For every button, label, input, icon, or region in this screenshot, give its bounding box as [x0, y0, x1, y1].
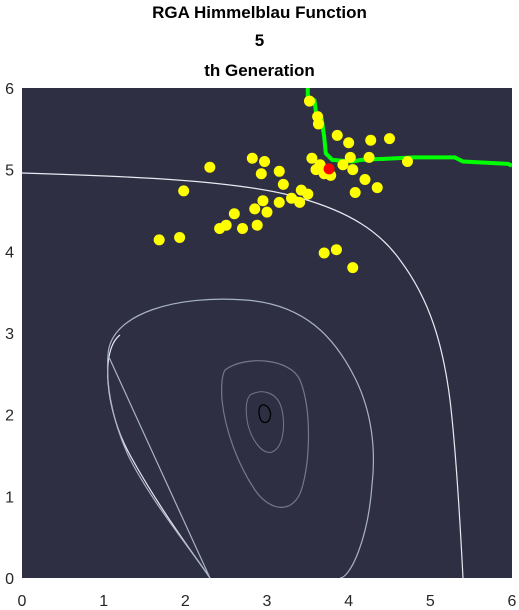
population-point-17: [359, 173, 371, 185]
population-point-19: [349, 187, 361, 199]
population-point-30: [294, 196, 306, 208]
population-point-12: [337, 159, 349, 171]
population-point-34: [261, 206, 273, 218]
contour-mid: [106, 298, 374, 578]
contour-center: [258, 404, 272, 424]
population-point-37: [214, 222, 226, 234]
population-point-13: [344, 151, 356, 163]
y-axis-ticks: 0 1 2 3 4 5 6: [5, 81, 14, 588]
population-point-20: [246, 152, 258, 164]
population-point-26: [178, 185, 190, 197]
y-tick-label-1: 1: [5, 489, 14, 506]
best-point-layer: [323, 163, 335, 175]
chart-title-line-2: 5: [254, 31, 265, 50]
feasible-boundary-line: [305, 88, 512, 168]
y-tick-label-0: 0: [5, 571, 14, 588]
population-point-33: [249, 203, 261, 215]
population-point-39: [251, 219, 263, 231]
x-tick-label-1: 1: [99, 593, 108, 610]
y-tick-label-4: 4: [5, 244, 14, 261]
x-tick-label-6: 6: [508, 593, 517, 610]
y-tick-label-6: 6: [5, 81, 14, 98]
population-point-18: [371, 182, 383, 194]
x-tick-label-2: 2: [181, 593, 190, 610]
population-point-29: [286, 192, 297, 204]
population-point-40: [174, 231, 186, 243]
population-point-28: [302, 188, 314, 200]
population-point-38: [237, 222, 248, 234]
population-point-25: [204, 161, 216, 173]
contour-outer: [22, 172, 464, 578]
population-point-35: [228, 208, 240, 220]
y-tick-label-2: 2: [5, 408, 14, 425]
population-points: [153, 95, 413, 274]
population-point-44: [347, 262, 359, 274]
y-tick-label-5: 5: [5, 163, 14, 180]
chart-title-line-3: th Generation: [204, 61, 315, 80]
population-point-31: [273, 196, 285, 208]
x-tick-label-3: 3: [263, 593, 272, 610]
population-point-16: [401, 156, 413, 167]
plot-area: [22, 88, 512, 578]
contour-lines: [22, 172, 464, 578]
population-point-7: [306, 152, 318, 164]
population-point-3: [331, 129, 343, 141]
population-point-22: [273, 165, 285, 177]
x-tick-label-0: 0: [18, 593, 27, 610]
x-axis-ticks: 0 1 2 3 4 5 6: [18, 593, 517, 610]
best-point: [323, 163, 335, 175]
population-point-41: [153, 234, 165, 246]
population-point-21: [259, 156, 271, 167]
population-point-5: [365, 134, 377, 146]
population-point-23: [277, 178, 289, 190]
population-point-32: [257, 195, 269, 207]
population-point-4: [343, 137, 355, 149]
population-point-42: [330, 244, 342, 256]
population-point-43: [318, 247, 330, 259]
population-point-14: [347, 164, 359, 176]
chart-title-line-1: RGA Himmelblau Function: [152, 3, 367, 22]
contour-inner-2: [245, 391, 285, 453]
population-point-24: [255, 168, 267, 180]
population-point-0: [303, 95, 315, 107]
population-point-15: [363, 151, 375, 163]
y-tick-label-3: 3: [5, 326, 14, 343]
population-point-2: [312, 118, 324, 130]
contour-inner: [221, 360, 310, 508]
x-tick-label-4: 4: [344, 593, 353, 610]
x-tick-label-5: 5: [426, 593, 435, 610]
population-point-6: [384, 133, 395, 145]
population-point-9: [310, 164, 322, 176]
